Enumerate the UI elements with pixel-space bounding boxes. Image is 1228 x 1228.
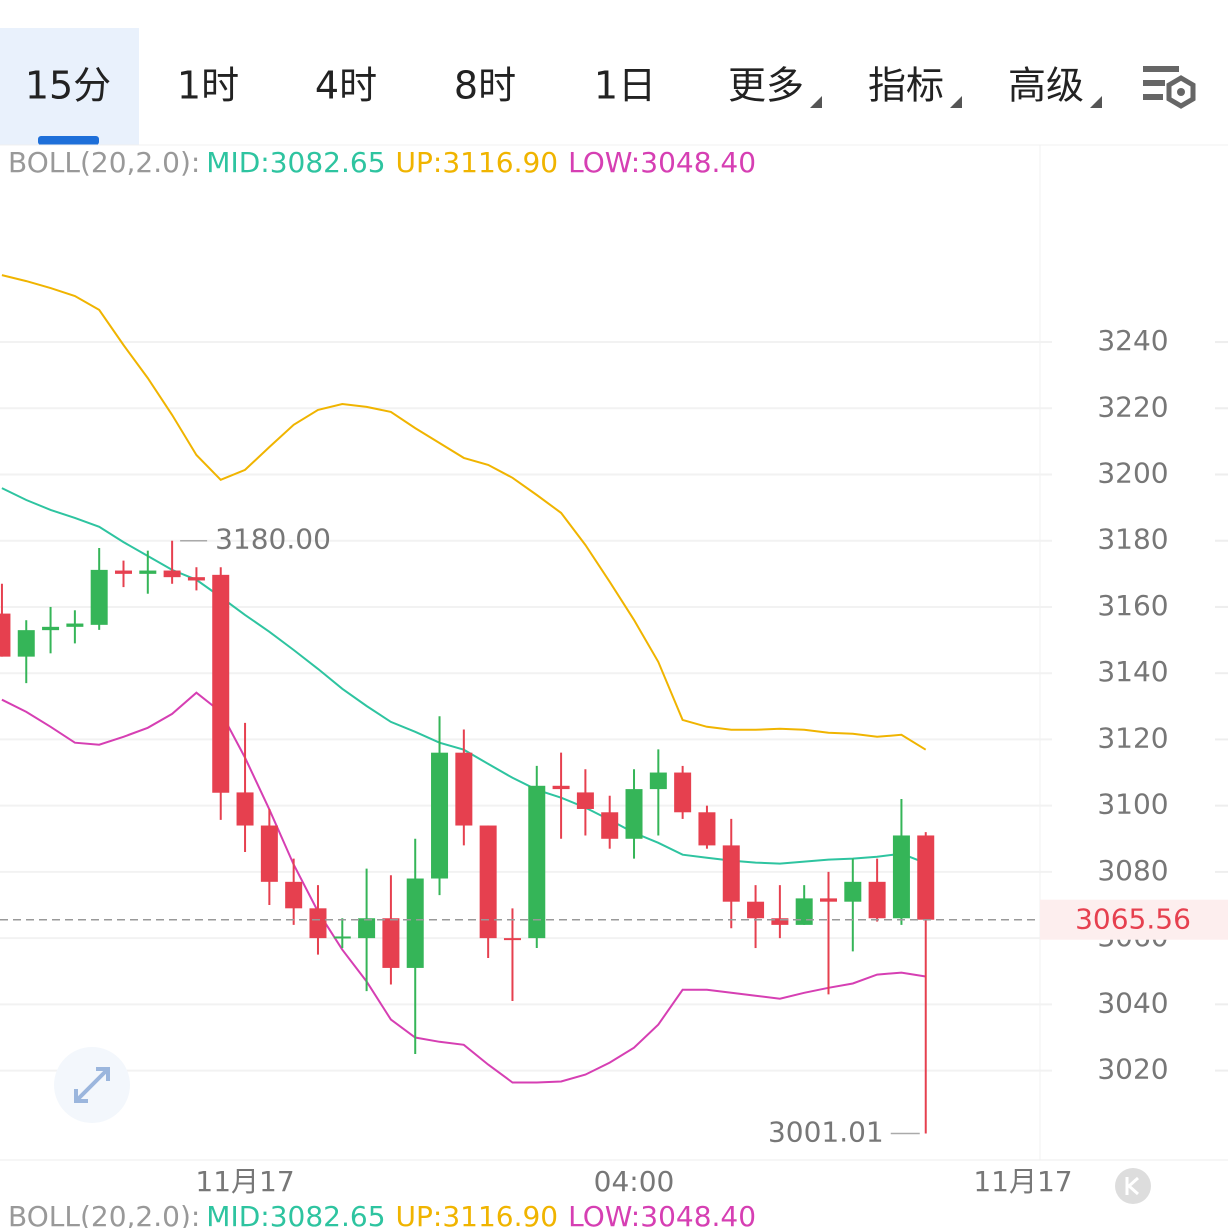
candle-body (114, 570, 132, 574)
y-tick-label: 3020 (1097, 1053, 1168, 1086)
y-tick-label: 3160 (1097, 589, 1168, 622)
candle-body (139, 570, 157, 574)
candle-body (868, 881, 886, 919)
candle-body (236, 792, 254, 826)
candle-body (17, 630, 35, 657)
candle-body (649, 772, 667, 790)
candle-body (819, 898, 837, 902)
y-tick-label: 3240 (1097, 324, 1168, 357)
settings-icon[interactable] (1143, 66, 1196, 109)
x-tick-label: 11月17 (195, 1165, 294, 1198)
legend-name: MID: (206, 1200, 269, 1228)
candle-body (212, 574, 230, 793)
legend-value: 3116.90 (442, 1200, 558, 1228)
plot-area: 3180.00 3001.01 (0, 274, 1040, 1148)
candle-body (892, 835, 910, 919)
legend-name: MID: (206, 146, 269, 179)
candle-body (479, 825, 497, 939)
active-tab-indicator (38, 136, 99, 145)
y-tick-label: 3120 (1097, 721, 1168, 754)
y-tick-label: 3180 (1097, 523, 1168, 556)
x-tick-label: 11月17 (973, 1165, 1072, 1198)
candle-body (42, 626, 60, 631)
indicator-legend: BOLL(20,2.0): MID:3082.65 UP:3116.90 LOW:30… (8, 146, 756, 179)
legend-value: 3082.65 (270, 1200, 386, 1228)
tab[interactable]: 指标 (868, 64, 944, 108)
indicator-header: BOLL(20,2.0): MID:3082.65 UP:3116.90 LOW:30… (8, 146, 756, 179)
candle-body (844, 881, 862, 902)
legend-value: 3048.40 (640, 146, 756, 179)
tab[interactable]: 4时 (315, 64, 377, 108)
candle-body (747, 901, 765, 919)
legend-value: 3116.90 (442, 146, 558, 179)
candle-body (90, 569, 108, 625)
candle-body (795, 898, 813, 925)
candle-body (163, 570, 181, 578)
candle-body (528, 785, 546, 939)
candle-body (771, 918, 789, 925)
candle-body (625, 789, 643, 839)
candle-body (917, 835, 935, 920)
boll-line (1, 691, 926, 1084)
candle-body (333, 936, 351, 939)
legend-name: LOW: (568, 1200, 640, 1228)
expand-button[interactable] (54, 1047, 130, 1123)
tab[interactable]: 1日 (594, 64, 656, 108)
min-annotation: 3001.01 (768, 1115, 884, 1148)
reset-button[interactable] (1115, 1168, 1151, 1204)
indicator-header-repeat: BOLL(20,2.0): MID:3082.65 UP:3116.90 LOW:30… (8, 1200, 756, 1228)
y-tick-label: 3220 (1097, 390, 1168, 423)
tab[interactable]: 更多 (728, 64, 804, 108)
candle-body (552, 785, 570, 790)
candle-body (260, 825, 278, 882)
candle-body (406, 878, 424, 968)
legend-name: UP: (396, 1200, 443, 1228)
candle-body (0, 613, 11, 657)
dropdown-caret (1090, 96, 1102, 108)
legend-name: LOW: (568, 146, 640, 179)
boll-line (1, 274, 927, 751)
dropdown-caret (810, 96, 822, 108)
candle-body (66, 623, 84, 627)
tab[interactable]: 1时 (177, 64, 239, 108)
indicator-name: BOLL(20,2.0): (8, 1200, 200, 1228)
legend-value: 3048.40 (640, 1200, 756, 1228)
dropdown-caret (950, 96, 962, 108)
candle-body (358, 918, 376, 939)
x-tick-label: 04:00 (594, 1165, 675, 1198)
axes: 3020304030603080310031203140316031803200… (195, 324, 1228, 1198)
indicator-legend: BOLL(20,2.0): MID:3082.65 UP:3116.90 LOW:30… (8, 1200, 756, 1228)
indicator-name: BOLL(20,2.0): (8, 146, 200, 179)
candle-body (576, 792, 594, 809)
max-annotation: 3180.00 (215, 523, 331, 556)
active-tab-bg (0, 28, 139, 145)
tab[interactable]: 高级 (1008, 64, 1084, 108)
tab[interactable]: 8时 (454, 64, 516, 108)
legend-value: 3082.65 (270, 146, 386, 179)
grid (0, 341, 1228, 1072)
y-tick-label: 3040 (1097, 986, 1168, 1019)
y-tick-label: 3200 (1097, 457, 1168, 490)
candle-body (698, 812, 716, 846)
candle-body (431, 752, 449, 879)
candle-body (455, 752, 473, 826)
y-tick-label: 3100 (1097, 788, 1168, 821)
tab-bar: 15分 1时 4时 8时 1日 更多 指标 高级 (25, 64, 1102, 108)
candle-body (285, 881, 303, 909)
candle-body (601, 812, 619, 839)
candle-body (309, 908, 327, 939)
y-tick-label: 3140 (1097, 655, 1168, 688)
candle-body (187, 577, 205, 581)
legend-name: UP: (396, 146, 443, 179)
candle-body (382, 918, 400, 968)
tab[interactable]: 15分 (25, 64, 111, 108)
y-tick-label: 3080 (1097, 854, 1168, 887)
last-price-box (1040, 899, 1228, 940)
candle-body (503, 938, 521, 941)
candle-body (722, 845, 740, 902)
last-price-label: 3065.56 (1075, 903, 1191, 936)
candle-body (674, 772, 692, 813)
